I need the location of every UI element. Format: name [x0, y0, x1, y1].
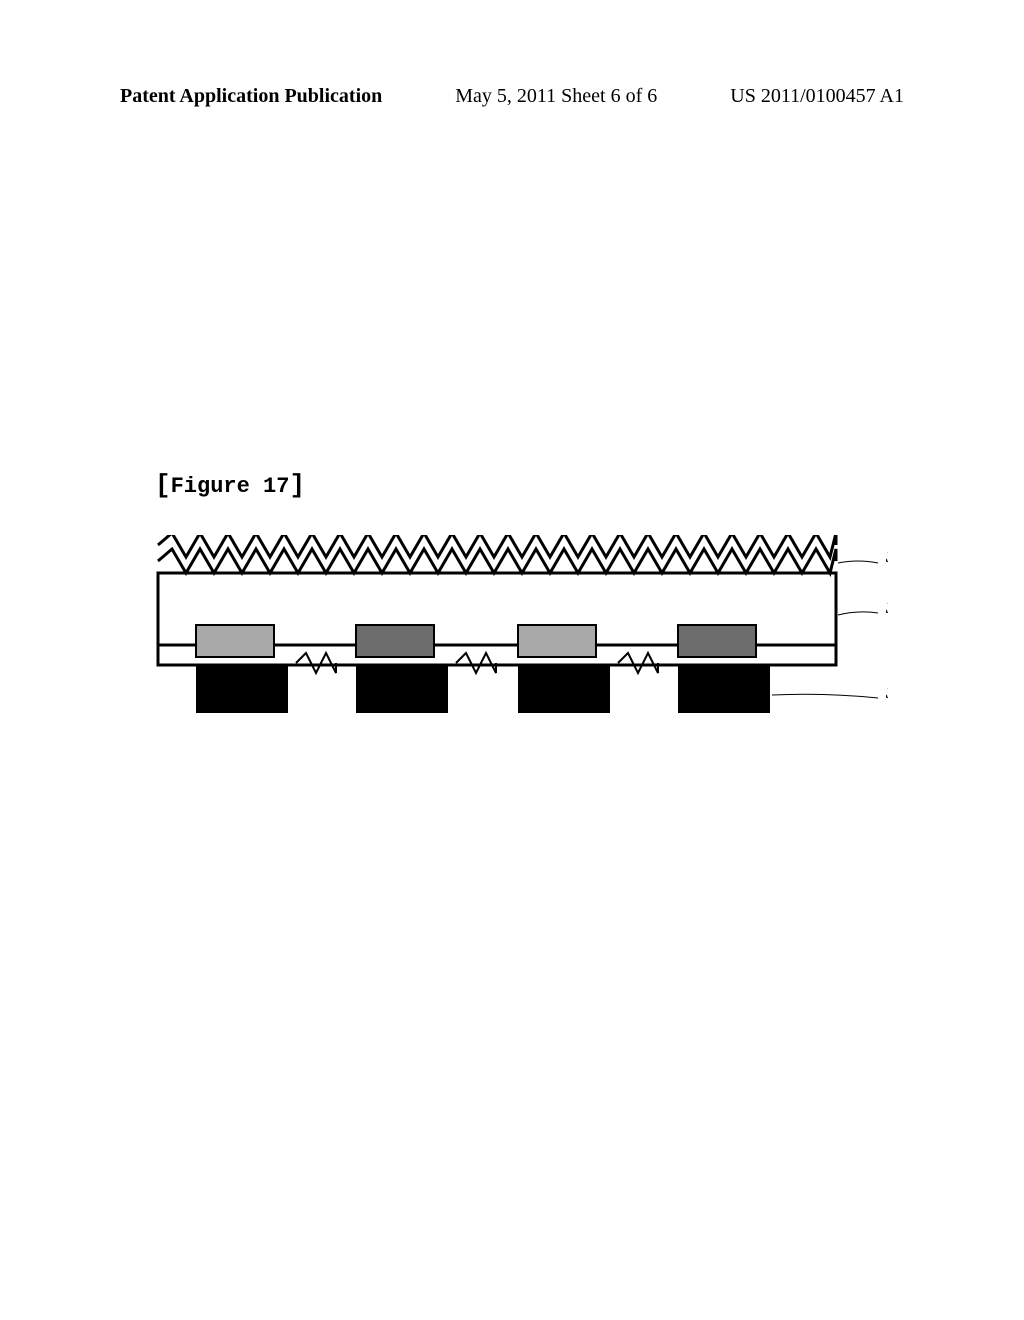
ref-label: 370 [885, 546, 888, 566]
bracket-open: [ [155, 470, 171, 500]
bracket-close: ] [289, 470, 305, 500]
header-center: May 5, 2011 Sheet 6 of 6 [455, 85, 657, 108]
figure-label-text: Figure 17 [171, 474, 290, 499]
figure-diagram: 370 310 390 [148, 535, 888, 755]
ref-label: 310 [885, 597, 888, 617]
header-right: US 2011/0100457 A1 [730, 85, 904, 108]
page-header: Patent Application Publication May 5, 20… [0, 85, 1024, 108]
ref-label: 390 [885, 682, 888, 702]
figure-container: 370 310 390 [148, 535, 888, 755]
figure-label: [Figure 17] [155, 470, 305, 500]
header-left: Patent Application Publication [120, 85, 382, 108]
